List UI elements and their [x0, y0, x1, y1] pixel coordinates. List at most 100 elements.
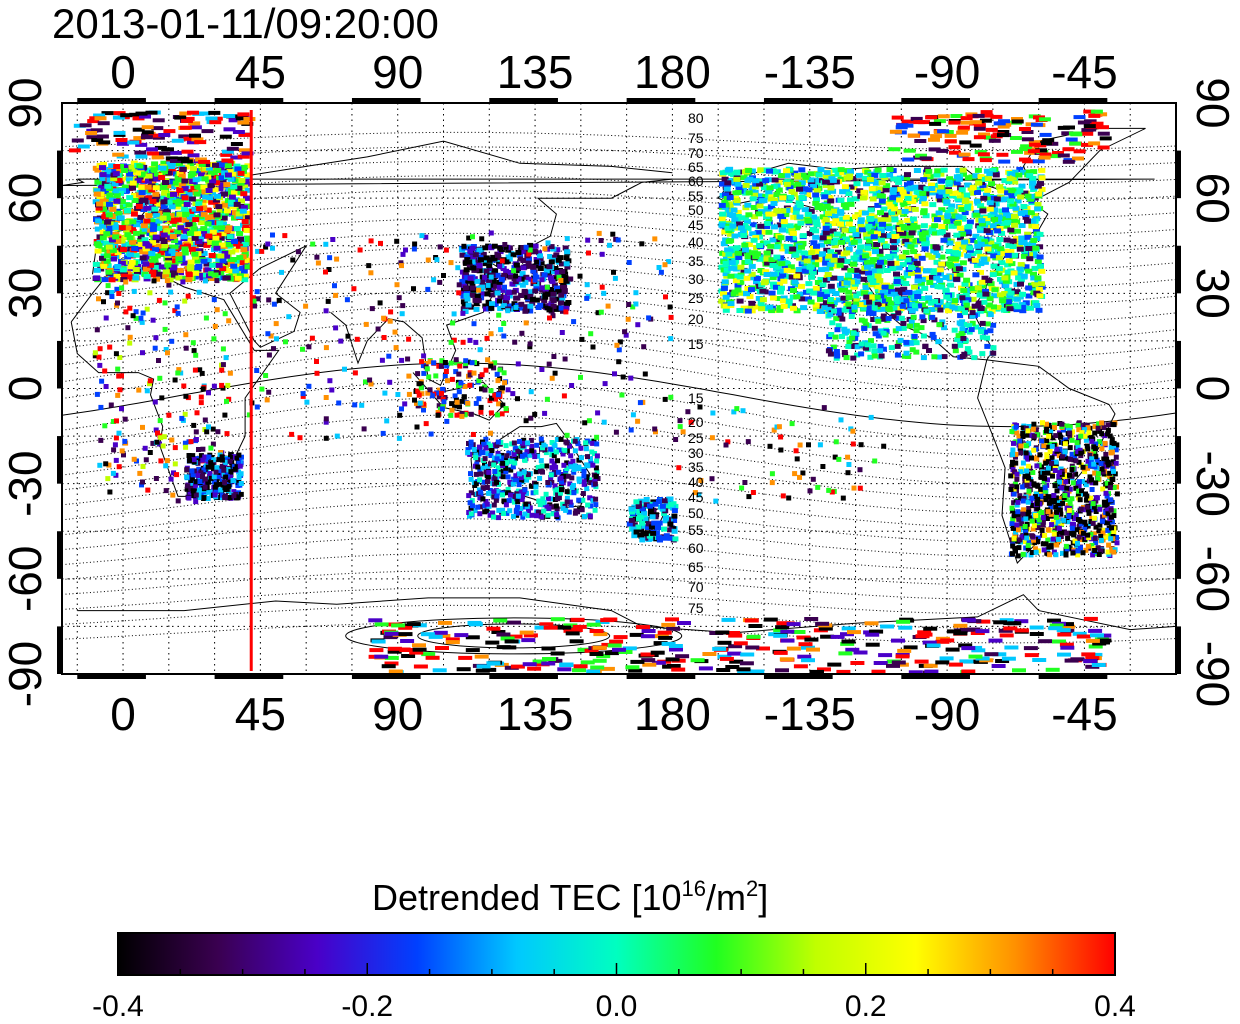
tec-cell — [100, 263, 108, 269]
tec-cell — [463, 358, 469, 364]
tec-cell — [176, 188, 184, 193]
tec-cell — [133, 136, 146, 141]
tec-cell — [584, 486, 590, 492]
tec-cell — [205, 479, 211, 485]
tec-cell — [918, 276, 926, 282]
tec-cell — [187, 161, 195, 167]
tec-cell — [152, 185, 160, 191]
tec-cell — [419, 359, 425, 365]
tec-cell — [104, 219, 112, 225]
tec-cell — [203, 162, 211, 167]
tec-cell — [584, 474, 590, 480]
tec-cell — [886, 172, 894, 178]
tec-cell — [494, 456, 500, 462]
tec-cell — [948, 203, 956, 209]
tec-cell — [876, 268, 884, 274]
tec-cell — [171, 180, 179, 186]
tec-cell — [869, 196, 877, 202]
tec-cell — [839, 216, 847, 222]
tec-cell — [562, 473, 568, 479]
tec-cell — [571, 467, 577, 472]
tec-cell — [101, 180, 109, 186]
tec-cell — [94, 116, 107, 121]
tec-cell — [174, 174, 182, 180]
tec-cell — [855, 249, 863, 255]
tec-cell — [796, 291, 804, 297]
tec-cell — [99, 184, 106, 190]
tec-cell — [543, 491, 549, 497]
tec-cell — [581, 468, 587, 474]
tec-cell — [191, 137, 204, 142]
tec-cell — [872, 249, 879, 255]
tec-cell — [1037, 181, 1044, 187]
tec-cell — [977, 236, 985, 242]
tec-cell — [496, 280, 503, 285]
tec-cell — [880, 206, 888, 212]
tec-cell — [794, 248, 802, 254]
tec-cell — [818, 242, 826, 248]
tec-cell — [211, 297, 217, 303]
tec-cell — [141, 237, 149, 243]
tec-cell — [849, 176, 857, 182]
tec-cell — [571, 469, 577, 475]
tec-cell — [936, 230, 944, 236]
tec-cell — [976, 308, 984, 314]
tec-cell — [496, 401, 502, 407]
tec-cell — [790, 191, 798, 197]
tec-cell — [969, 251, 977, 256]
tec-cell — [961, 281, 969, 287]
tec-cell — [764, 260, 772, 266]
tec-cell — [193, 499, 199, 505]
tec-cell — [587, 513, 593, 519]
tec-cell — [226, 169, 234, 175]
tec-cell — [224, 172, 232, 178]
tec-cell — [986, 196, 994, 202]
tec-cell — [746, 294, 754, 300]
tec-cell — [558, 490, 563, 496]
tec-cell — [1028, 286, 1036, 292]
tec-cell — [1014, 228, 1021, 234]
tec-cell — [476, 263, 483, 269]
tec-cell — [209, 276, 217, 281]
tec-cell — [757, 167, 765, 173]
tec-cell — [187, 208, 194, 214]
tec-cell — [439, 406, 445, 412]
tec-cell — [580, 497, 586, 503]
tec-cell — [482, 245, 489, 251]
tec-cell — [1011, 213, 1018, 219]
tec-cell — [101, 111, 114, 116]
tec-cell — [527, 505, 533, 511]
magnetic-latitude-line — [62, 587, 1176, 615]
tec-cell — [221, 467, 227, 473]
tec-cell — [859, 195, 867, 201]
tec-cell — [868, 294, 876, 300]
tec-cell — [514, 265, 521, 271]
tec-cell — [111, 188, 119, 194]
tec-cell — [933, 253, 941, 259]
tec-cell — [1007, 249, 1015, 255]
tec-cell — [885, 226, 893, 232]
tec-cell — [583, 440, 589, 446]
tec-cell — [753, 275, 761, 281]
tec-cell — [564, 264, 571, 270]
tec-cell — [151, 278, 157, 284]
tec-cell — [861, 175, 869, 181]
tec-cell — [850, 255, 858, 261]
tec-cell — [893, 279, 901, 284]
tec-cell — [837, 258, 845, 264]
tec-cell — [162, 326, 168, 332]
tec-cell — [185, 277, 193, 283]
tec-cell — [95, 243, 103, 249]
tec-cell — [558, 436, 564, 442]
tec-cell — [526, 508, 531, 513]
tec-cell — [142, 266, 150, 272]
tec-cell — [517, 253, 524, 258]
tec-cell — [453, 369, 459, 375]
tec-cell — [472, 252, 479, 258]
tec-cell — [830, 275, 838, 281]
tec-cell — [187, 110, 199, 115]
tec-cell — [661, 510, 668, 516]
tec-cell — [749, 231, 757, 237]
tec-cell — [538, 260, 545, 266]
tec-cell — [1038, 268, 1046, 274]
